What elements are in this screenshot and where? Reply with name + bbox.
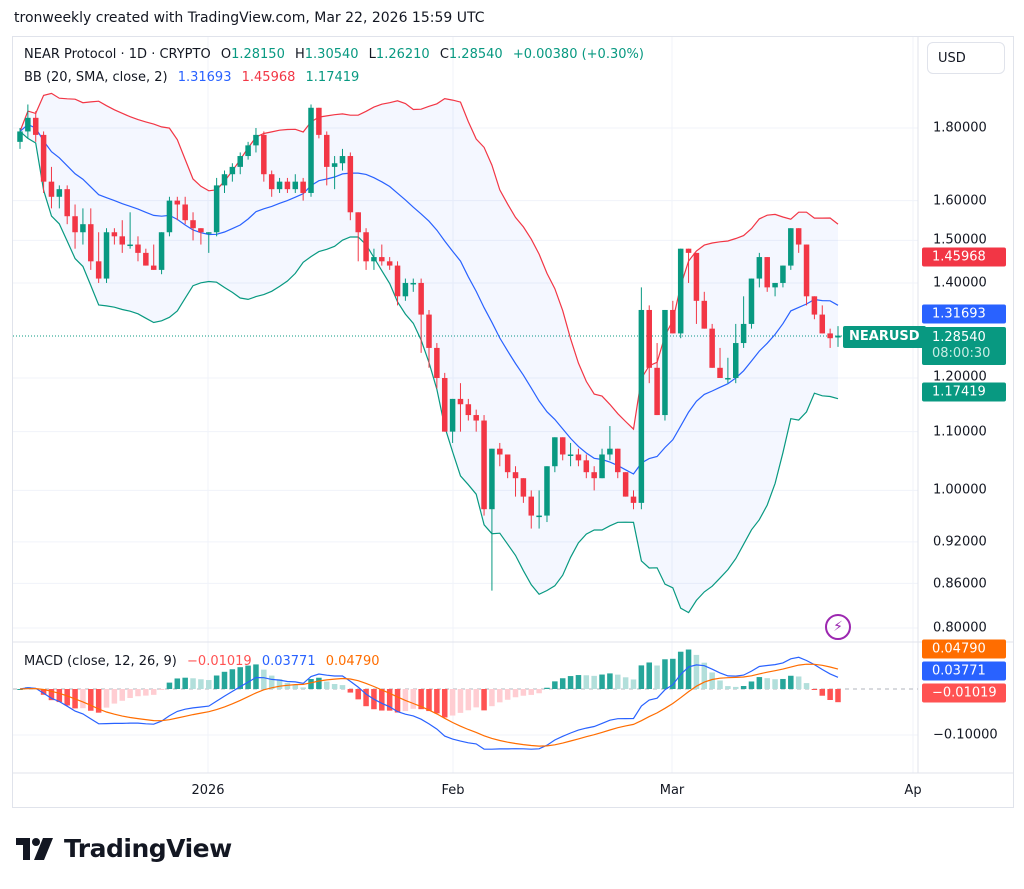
bar-countdown: 08:00:30 xyxy=(932,346,991,361)
macd-legend: MACD (close, 12, 26, 9) −0.01019 0.03771… xyxy=(24,654,386,669)
change-value: +0.00380 (+0.30%) xyxy=(512,47,644,62)
price-tick: 0.80000 xyxy=(933,620,987,636)
bb-upper-line xyxy=(19,92,839,431)
macd-hist-value: −0.01019 xyxy=(187,654,252,669)
macd-hist-badge: −0.01019 xyxy=(922,683,1006,703)
macd-tick: −0.10000 xyxy=(933,727,998,743)
symbol-title[interactable]: NEAR Protocol · 1D · CRYPTO xyxy=(24,47,211,62)
price-tick: 1.00000 xyxy=(933,482,987,498)
price-tick: 1.10000 xyxy=(933,424,987,440)
macd-line-badge: 0.03771 xyxy=(922,661,1006,681)
time-label: Mar xyxy=(659,783,685,798)
macd-line xyxy=(19,656,839,750)
close-label: C xyxy=(439,47,449,62)
last-price-badge: 1.28540 08:00:30 xyxy=(922,327,1006,365)
price-tick: 1.20000 xyxy=(933,369,987,385)
bb-upper-badge: 1.45968 xyxy=(922,247,1006,267)
price-tick: 1.40000 xyxy=(933,275,987,291)
bb-upper-value: 1.45968 xyxy=(241,70,296,85)
macd-line-value: 0.03771 xyxy=(261,654,316,669)
high-value: 1.30540 xyxy=(304,47,359,62)
price-tick: 0.86000 xyxy=(933,576,987,592)
bb-lower-value: 1.17419 xyxy=(305,70,360,85)
macd-signal-line xyxy=(19,663,839,747)
bb-title[interactable]: BB (20, SMA, close, 2) xyxy=(24,70,168,85)
bb-basis-value: 1.31693 xyxy=(177,70,232,85)
symbol-price-label: NEARUSD xyxy=(843,326,926,348)
bb-basis-badge: 1.31693 xyxy=(922,304,1006,324)
price-tick: 1.60000 xyxy=(933,193,987,209)
chart-caption: tronweekly created with TradingView.com,… xyxy=(14,10,485,26)
candlestick-series xyxy=(17,104,841,591)
open-label: O xyxy=(220,47,232,62)
bb-basis-line xyxy=(19,123,839,475)
price-tick: 1.80000 xyxy=(933,120,987,136)
time-label: Ap xyxy=(904,783,922,798)
time-label: 2026 xyxy=(191,783,225,798)
low-value: 1.26210 xyxy=(375,47,430,62)
time-label: Feb xyxy=(441,783,465,798)
high-label: H xyxy=(294,47,305,62)
bb-lower-badge: 1.17419 xyxy=(922,382,1006,402)
bb-legend: BB (20, SMA, close, 2) 1.31693 1.45968 1… xyxy=(24,70,365,85)
last-price-value: 1.28540 xyxy=(932,330,986,345)
macd-title[interactable]: MACD (close, 12, 26, 9) xyxy=(24,654,177,669)
tradingview-logo-icon xyxy=(16,837,53,860)
open-value: 1.28150 xyxy=(231,47,285,62)
macd-histogram xyxy=(17,649,841,718)
currency-button[interactable]: USD xyxy=(927,42,1005,74)
ohlc-legend: NEAR Protocol · 1D · CRYPTO O1.28150 H1.… xyxy=(24,47,650,62)
logo-text: TradingView xyxy=(64,834,232,863)
close-value: 1.28540 xyxy=(448,47,503,62)
macd-signal-badge: 0.04790 xyxy=(922,639,1006,659)
macd-signal-value: 0.04790 xyxy=(325,654,380,669)
price-tick: 0.92000 xyxy=(933,534,987,550)
low-label: L xyxy=(368,47,376,62)
tradingview-logo[interactable]: TradingView xyxy=(16,834,232,863)
price-tick: 1.50000 xyxy=(933,232,987,248)
lightning-icon[interactable]: ⚡ xyxy=(825,614,851,640)
